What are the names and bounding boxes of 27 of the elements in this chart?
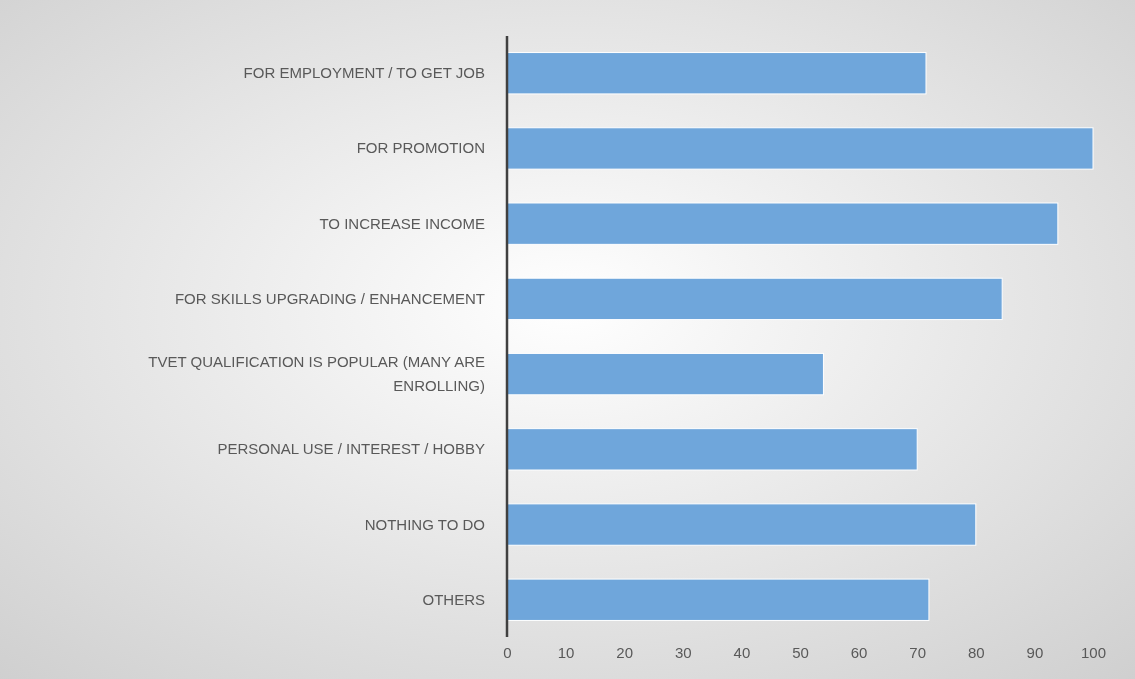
x-tick-label: 30 xyxy=(674,643,692,661)
x-tick-label: 20 xyxy=(616,643,634,661)
bar xyxy=(506,578,930,621)
x-tick-label: 70 xyxy=(909,643,927,661)
x-tick-label: 100 xyxy=(1080,643,1107,661)
y-tick-label: PERSONAL USE / INTEREST / HOBBY xyxy=(217,440,485,458)
x-tick-label: 90 xyxy=(1026,643,1044,661)
x-tick-label: 40 xyxy=(733,643,751,661)
bar xyxy=(506,202,1059,245)
y-tick-label: OTHERS xyxy=(422,590,485,608)
x-tick-label: 10 xyxy=(557,643,575,661)
y-tick-label: TO INCREASE INCOME xyxy=(319,214,485,232)
x-tick-label: 60 xyxy=(850,643,868,661)
y-tick-label: FOR EMPLOYMENT / TO GET JOB xyxy=(243,64,485,82)
y-tick-label: FOR SKILLS UPGRADING / ENHANCEMENT xyxy=(174,289,485,307)
bar xyxy=(506,503,977,546)
x-tick-label: 0 xyxy=(503,643,512,661)
bar xyxy=(506,277,1003,321)
bar xyxy=(506,428,918,471)
bar xyxy=(506,352,824,396)
x-tick-label: 80 xyxy=(967,643,985,661)
x-tick-label: 50 xyxy=(792,643,809,661)
bar xyxy=(506,52,927,95)
y-tick-label: NOTHING TO DO xyxy=(364,515,485,533)
bar xyxy=(506,127,1094,170)
y-tick-label: TVET QUALIFICATION IS POPULAR (MANY ARE ENROLLING) xyxy=(148,353,485,395)
y-tick-label: FOR PROMOTION xyxy=(356,139,485,157)
